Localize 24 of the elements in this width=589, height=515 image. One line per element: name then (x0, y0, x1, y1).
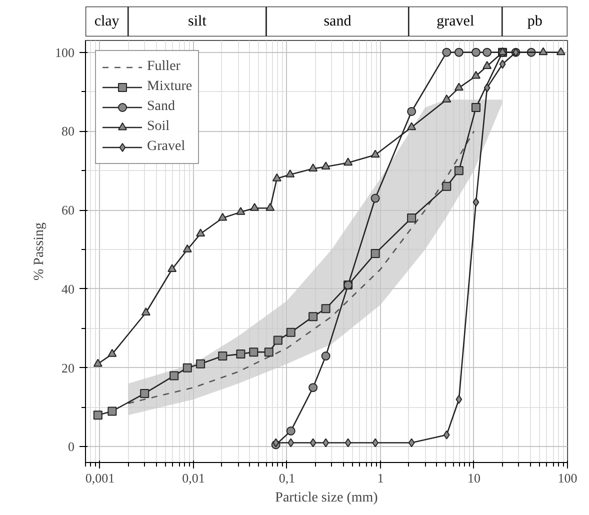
legend-label: Fuller (147, 59, 180, 75)
y-tick-label: 100 (55, 44, 74, 60)
y-tick-label: 80 (62, 124, 74, 139)
band-label: sand (324, 14, 352, 30)
x-tick-label: 0,01 (182, 470, 205, 486)
legend-label: Soil (147, 119, 170, 135)
band-label: clay (94, 14, 120, 30)
band-label: silt (188, 14, 208, 30)
band-label: gravel (436, 14, 474, 30)
band-label: pb (527, 14, 542, 30)
y-tick-label: 40 (62, 281, 74, 296)
legend-label: Mixture (147, 79, 192, 95)
y-axis-title: % Passing (32, 222, 47, 280)
legend-label: Gravel (147, 139, 186, 155)
y-tick-label: 20 (62, 360, 74, 376)
x-tick-label: 1 (377, 470, 384, 486)
y-tick-label: 0 (68, 439, 74, 454)
y-tick-label: 60 (62, 202, 74, 218)
x-tick-label: 0,001 (85, 470, 115, 486)
legend-label: Sand (147, 99, 175, 115)
x-tick-label: 0,1 (278, 470, 296, 486)
x-tick-label: 100 (558, 470, 578, 486)
x-axis-title: Particle size (mm) (275, 490, 378, 506)
x-tick-label: 10 (467, 470, 480, 486)
